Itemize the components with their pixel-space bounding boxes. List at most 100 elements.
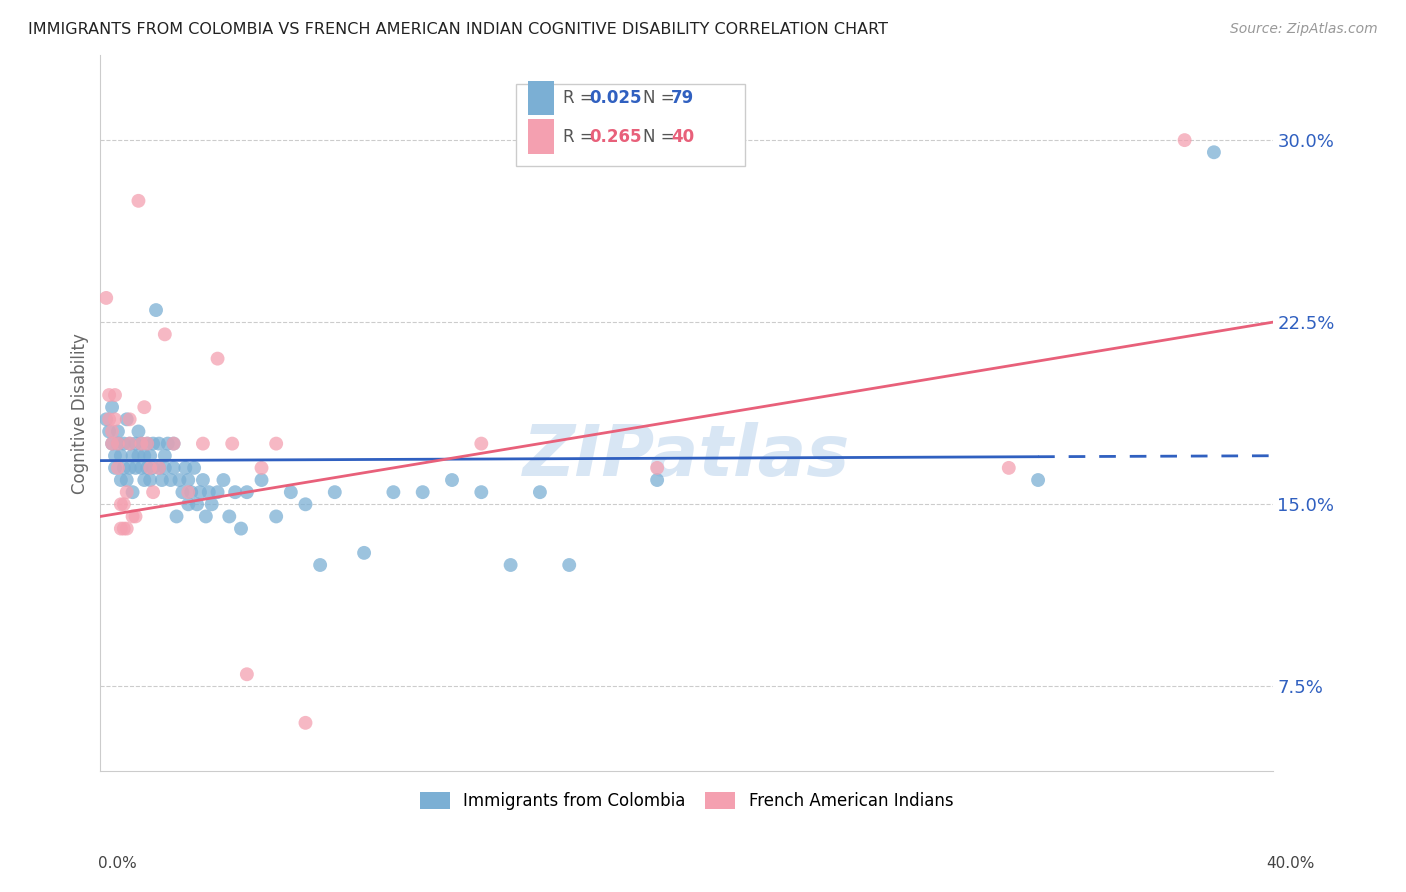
Point: [250, 473, 273, 487]
Point: [131, 461, 153, 475]
Point: [115, 485, 138, 500]
Point: [112, 497, 135, 511]
Point: [177, 485, 200, 500]
Point: [134, 449, 156, 463]
Point: [104, 388, 127, 402]
Point: [110, 522, 132, 536]
Point: [142, 461, 165, 475]
Point: [104, 461, 127, 475]
Text: IMMIGRANTS FROM COLOMBIA VS FRENCH AMERICAN INDIAN COGNITIVE DISABILITY CORRELAT: IMMIGRANTS FROM COLOMBIA VS FRENCH AMERI…: [28, 22, 889, 37]
Point: [118, 412, 141, 426]
Point: [101, 436, 124, 450]
Text: ZIPatlas: ZIPatlas: [523, 422, 851, 491]
Point: [645, 461, 668, 475]
Point: [172, 485, 194, 500]
Point: [229, 522, 252, 536]
Point: [139, 449, 162, 463]
Point: [134, 400, 156, 414]
Point: [191, 436, 214, 450]
Point: [104, 449, 127, 463]
Point: [997, 461, 1019, 475]
Point: [124, 509, 146, 524]
Point: [323, 485, 346, 500]
Point: [218, 509, 240, 524]
Point: [166, 509, 188, 524]
Point: [177, 473, 200, 487]
Point: [1202, 145, 1225, 160]
Point: [169, 473, 191, 487]
Point: [150, 473, 173, 487]
Point: [382, 485, 405, 500]
Point: [194, 509, 217, 524]
Point: [98, 388, 121, 402]
Point: [107, 461, 129, 475]
Point: [107, 425, 129, 439]
Point: [101, 400, 124, 414]
Point: [294, 497, 316, 511]
Point: [107, 436, 129, 450]
Point: [136, 436, 159, 450]
Point: [221, 436, 243, 450]
Point: [142, 485, 165, 500]
FancyBboxPatch shape: [529, 80, 554, 115]
Legend: Immigrants from Colombia, French American Indians: Immigrants from Colombia, French America…: [413, 785, 960, 817]
Text: R =: R =: [564, 128, 599, 145]
Point: [156, 436, 179, 450]
Text: 0.0%: 0.0%: [98, 856, 138, 871]
Point: [558, 558, 581, 572]
Point: [207, 485, 229, 500]
Text: 0.025: 0.025: [589, 89, 641, 107]
Text: R =: R =: [564, 89, 599, 107]
Point: [148, 461, 170, 475]
Point: [115, 412, 138, 426]
Point: [98, 412, 121, 426]
Point: [162, 436, 184, 450]
Point: [264, 436, 287, 450]
Text: 40: 40: [671, 128, 695, 145]
Point: [110, 449, 132, 463]
Point: [127, 449, 149, 463]
Point: [118, 436, 141, 450]
Point: [145, 303, 167, 318]
Point: [118, 436, 141, 450]
Point: [98, 425, 121, 439]
Point: [112, 522, 135, 536]
Text: N =: N =: [643, 128, 681, 145]
Point: [121, 509, 143, 524]
Point: [153, 449, 176, 463]
Point: [112, 461, 135, 475]
Point: [127, 425, 149, 439]
Point: [470, 485, 492, 500]
Point: [121, 485, 143, 500]
Point: [139, 461, 162, 475]
Point: [124, 436, 146, 450]
Point: [139, 473, 162, 487]
Point: [162, 461, 184, 475]
Point: [353, 546, 375, 560]
Point: [188, 485, 211, 500]
Point: [224, 485, 246, 500]
Point: [280, 485, 302, 500]
Point: [180, 485, 202, 500]
Point: [118, 461, 141, 475]
Point: [236, 485, 259, 500]
Text: 40.0%: 40.0%: [1267, 856, 1315, 871]
Point: [96, 291, 118, 305]
Text: Source: ZipAtlas.com: Source: ZipAtlas.com: [1230, 22, 1378, 37]
Point: [264, 509, 287, 524]
Point: [294, 715, 316, 730]
Point: [201, 497, 224, 511]
Point: [153, 461, 176, 475]
Point: [207, 351, 229, 366]
Point: [124, 461, 146, 475]
Point: [127, 194, 149, 208]
Point: [470, 436, 492, 450]
Point: [115, 473, 138, 487]
Point: [107, 436, 129, 450]
Point: [183, 461, 205, 475]
Point: [136, 436, 159, 450]
Point: [110, 473, 132, 487]
Point: [101, 436, 124, 450]
Point: [1174, 133, 1197, 147]
Point: [309, 558, 332, 572]
